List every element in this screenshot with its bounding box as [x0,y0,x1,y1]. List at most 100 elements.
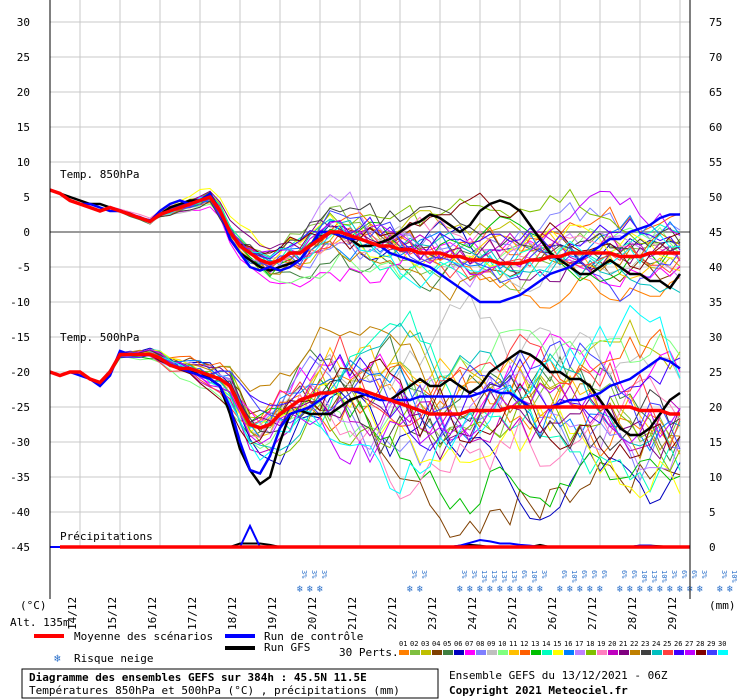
pert-legend-number: 25 [663,640,671,648]
date-label: 19/12 [266,597,279,630]
left-tick-label: -15 [10,331,30,344]
pert-legend-swatch [718,650,728,655]
date-label: 24/12 [466,597,479,630]
snow-risk-pct: 6% [600,570,608,579]
snow-risk-pct: 3% [300,570,308,579]
perturbation-500-line [49,351,681,443]
snowflake-icon: ❄ [557,584,564,595]
pert-legend-number: 24 [652,640,660,648]
snow-risk-pct: 10% [640,570,648,583]
snow-risk-pct: 3% [310,570,318,579]
snowflake-icon: ❄ [477,584,484,595]
snow-risk-pct: 3% [410,570,418,579]
pert-legend-number: 03 [421,640,429,648]
pert-legend-swatch [498,650,508,655]
left-tick-label: -40 [10,506,30,519]
pert-legend-number: 02 [410,640,418,648]
pert-legend-number: 10 [498,640,506,648]
left-tick-label: -5 [17,261,30,274]
right-tick-label: 0 [709,541,716,554]
right-tick-label: 55 [709,156,722,169]
snow-risk-pct: 6% [680,570,688,579]
date-label: 25/12 [506,597,519,630]
right-tick-label: 10 [709,471,722,484]
left-tick-label: -20 [10,366,30,379]
date-label: 15/12 [106,597,119,630]
footer-run-info: Ensemble GEFS du 13/12/2021 - 06Z [449,669,668,682]
snowflake-icon: ❄ [637,584,644,595]
pert-legend-swatch [487,650,497,655]
snow-risk-pct: 3% [320,570,328,579]
right-tick-label: 20 [709,401,722,414]
date-label: 18/12 [226,597,239,630]
snowflake-icon: ❄ [457,584,464,595]
snowflake-icon: ❄ [667,584,674,595]
axes: 302520151050-5-10-15-20-25-30-35-40-4575… [10,0,722,630]
snowflake-icon: ❄ [487,584,494,595]
pert-legend-swatch [641,650,651,655]
perturbation-500-line [49,328,681,450]
snowflake-icon: ❄ [527,584,534,595]
pert-legend-number: 30 [718,640,726,648]
footer-title: Diagramme des ensembles GEFS sur 384h : … [29,671,367,684]
snowflake-icon: ❄ [537,584,544,595]
snow-risk-pct: 6% [590,570,598,579]
pert-legend-number: 18 [586,640,594,648]
right-tick-label: 30 [709,331,722,344]
date-label: 16/12 [146,597,159,630]
snow-risk-pct: 6% [580,570,588,579]
pert-legend-swatch [509,650,519,655]
snow-risk-pct: 3% [420,570,428,579]
legend-snow-label: Risque neige [74,652,153,665]
footer-box [21,668,439,699]
snow-risk-pct: 3% [470,570,478,579]
date-label: 28/12 [626,597,639,630]
panel-label-t850: Temp. 850hPa [60,168,139,181]
t500-mean-line [49,352,680,430]
right-tick-label: 45 [709,226,722,239]
snow-risk-pct: 6% [520,570,528,579]
snow-risk-pct: 13% [510,570,518,583]
pert-legend-number: 21 [619,640,627,648]
date-label: 22/12 [386,597,399,630]
pert-legend-swatch [619,650,629,655]
left-tick-label: 0 [23,226,30,239]
altitude-label: Alt. 135m [10,616,70,629]
pert-legend-number: 17 [575,640,583,648]
pert-legend-number: 11 [509,640,517,648]
date-label: 20/12 [306,597,319,630]
pert-legend-number: 16 [564,640,572,648]
right-tick-label: 65 [709,86,722,99]
right-tick-label: 35 [709,296,722,309]
pert-legend-swatch [630,650,640,655]
main-series-lines [49,188,690,549]
pert-legend-number: 04 [432,640,440,648]
date-label: 23/12 [426,597,439,630]
legend-gfs-label: Run GFS [264,641,310,654]
snowflake-icon: ❄ [697,584,704,595]
right-tick-label: 40 [709,261,722,274]
pert-legend-number: 15 [553,640,561,648]
pert-legend-number: 22 [630,640,638,648]
footer-copyright: Copyright 2021 Meteociel.fr [449,684,628,697]
perturbation-850-line [49,189,681,309]
snow-risk-pct: 10% [660,570,668,583]
right-tick-label: 15 [709,436,722,449]
pert-legend-swatch [399,650,409,655]
snow-risk-pct: 3% [670,570,678,579]
right-tick-label: 60 [709,121,722,134]
pert-legend-swatch [564,650,574,655]
snowflake-icon: ❄ [647,584,654,595]
snowflake-icon: ❄ [317,584,324,595]
date-label: 29/12 [666,597,679,630]
legend-snow-icon: ❄ [54,652,61,665]
perturbation-500-line [49,349,681,455]
pert-legend-swatch [586,650,596,655]
legend: Moyenne des scénarios Run de contrôle Ru… [34,630,728,665]
left-tick-label: -10 [10,296,30,309]
date-label: 26/12 [546,597,559,630]
left-tick-label: -25 [10,401,30,414]
pert-legend-swatch [652,650,662,655]
left-axis-unit: (°C) [20,599,47,612]
